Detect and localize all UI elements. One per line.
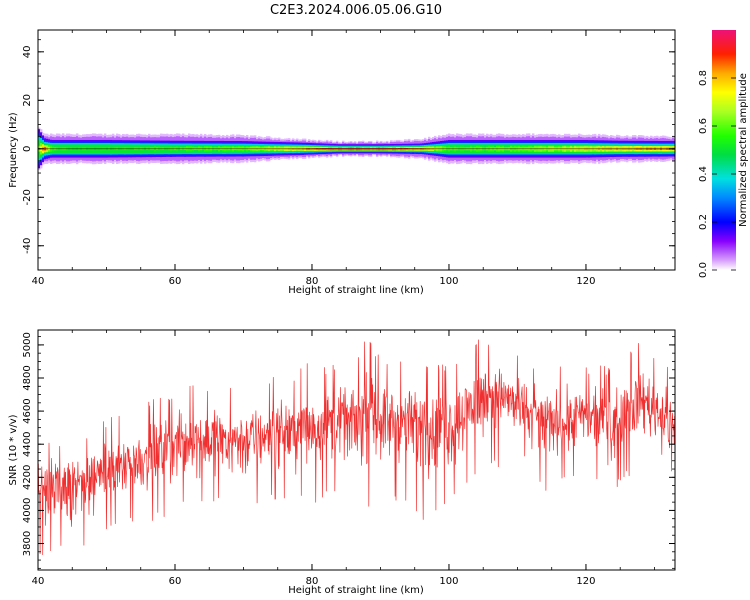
snr-y-tick-label: 4200	[22, 465, 33, 490]
spectrogram-y-tick-label: 20	[22, 94, 33, 107]
snr-x-tick-label: 80	[306, 576, 319, 587]
snr-x-axis-label: Height of straight line (km)	[288, 585, 424, 596]
spectrogram-x-tick-label: 80	[306, 276, 319, 287]
snr-y-tick-label: 4400	[22, 431, 33, 456]
snr-panel: 40 60 80 100 120 3800 4000 4200 4400 4600 4800 5000…	[8, 329, 676, 596]
colorbar-tick-label: 0.2	[698, 214, 709, 230]
colorbar-tick-label: 0.8	[698, 70, 709, 86]
spectrogram-y-tick-label: -40	[22, 238, 33, 254]
snr-x-tick-label: 60	[169, 576, 182, 587]
colorbar-tick-label: 0.4	[698, 166, 709, 182]
spectrogram-y-tick-label: 40	[22, 45, 33, 58]
spectrogram-y-tick-label: 0	[22, 146, 33, 152]
colorbar-ticks: 0.0 0.2 0.4 0.6 0.8	[698, 70, 736, 278]
snr-series-path	[38, 339, 675, 556]
spectrogram-x-tick-label: 120	[576, 276, 595, 287]
spectrogram-x-tick-label: 60	[169, 276, 182, 287]
snr-x-tick-label: 100	[439, 576, 458, 587]
snr-y-axis-label: SNR (10 * v/v)	[8, 414, 19, 485]
snr-x-tick-label: 40	[32, 576, 45, 587]
spectrogram-y-tick-label: -20	[22, 189, 33, 205]
snr-plot-area	[38, 330, 675, 570]
spectrogram-y-axis-label: Frequency (Hz)	[8, 112, 19, 188]
figure-title: C2E3.2024.006.05.06.G10	[270, 3, 442, 18]
snr-y-tick-label: 4800	[22, 365, 33, 390]
colorbar-label: Normalized spectral amplitude	[738, 73, 749, 227]
colorbar-tick-label: 0.6	[698, 118, 709, 134]
spectrogram-x-tick-label: 40	[32, 276, 45, 287]
spectrogram-image	[38, 127, 675, 170]
snr-y-tick-label: 5000	[22, 332, 33, 357]
colorbar-gradient	[712, 30, 736, 270]
spectrogram-frame	[37, 29, 676, 271]
spectrogram-panel: 40 60 80 100 120 -40 -20 0 20 40 Height of straig…	[8, 29, 676, 296]
snr-y-tick-label: 3800	[22, 531, 33, 556]
colorbar: 0.0 0.2 0.4 0.6 0.8 Normalized spectral ampl…	[698, 30, 749, 278]
snr-series-line	[38, 339, 675, 556]
spectrogram-ticks: 40 60 80 100 120 -40 -20 0 20 40	[22, 30, 675, 287]
spectrogram-x-tick-label: 100	[439, 276, 458, 287]
snr-y-tick-label: 4600	[22, 398, 33, 423]
snr-frame	[37, 329, 676, 571]
colorbar-tick-label: 0.0	[698, 262, 709, 278]
snr-x-tick-label: 120	[576, 576, 595, 587]
spectrogram-x-axis-label: Height of straight line (km)	[288, 285, 424, 296]
snr-y-tick-label: 4000	[22, 498, 33, 523]
